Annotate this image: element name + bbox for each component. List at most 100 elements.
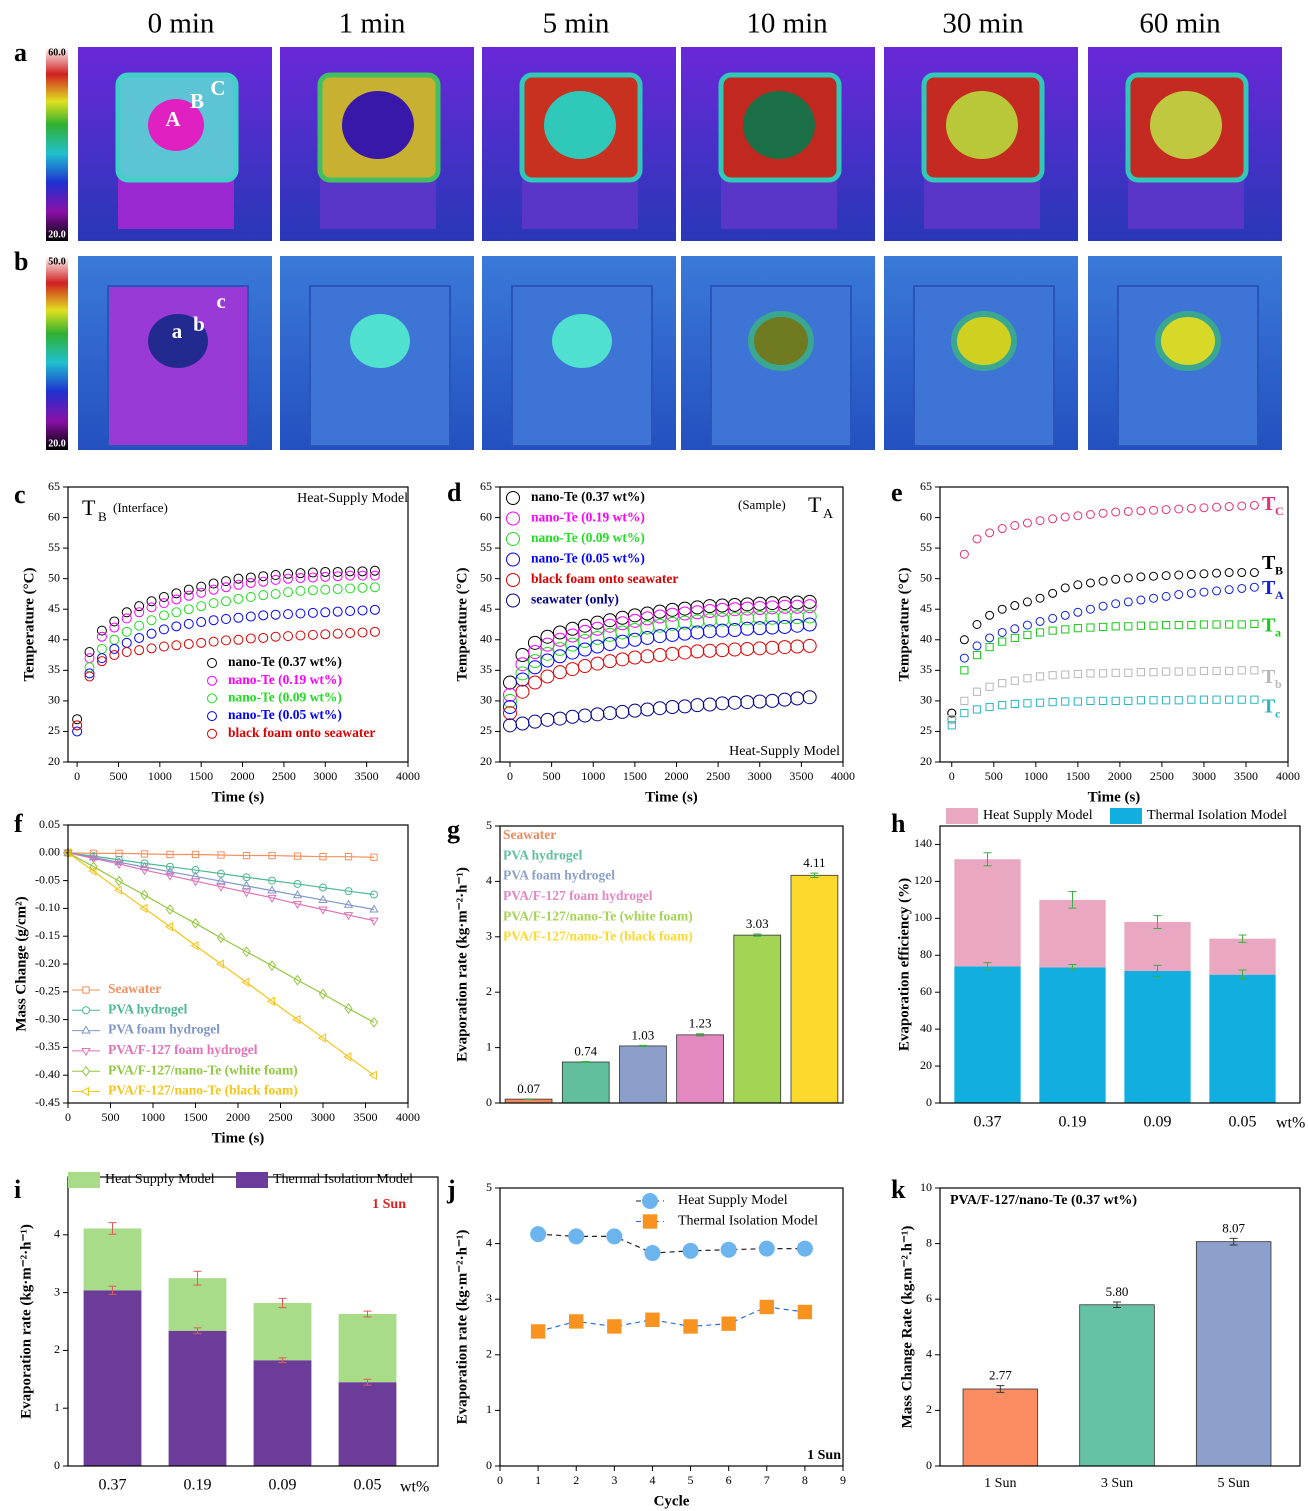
marker xyxy=(1024,700,1031,707)
series-label: T xyxy=(1262,695,1276,717)
marker xyxy=(1036,594,1044,602)
marker xyxy=(1099,602,1107,610)
marker xyxy=(1238,584,1246,592)
marker xyxy=(753,611,766,624)
panel-letter: g xyxy=(447,815,460,844)
marker xyxy=(370,605,379,614)
series-line xyxy=(68,853,374,1023)
value-label: 3.03 xyxy=(746,916,769,931)
series-line xyxy=(68,853,374,895)
marker xyxy=(961,710,968,717)
y-tick-label: -0.10 xyxy=(35,900,60,914)
marker xyxy=(246,578,255,587)
marker xyxy=(753,642,766,655)
marker xyxy=(986,634,994,642)
panel-letter: e xyxy=(891,478,903,507)
x-tick-label: 2500 xyxy=(706,769,730,783)
y-tick-label: 5 xyxy=(486,818,492,832)
marker xyxy=(803,691,816,704)
marker xyxy=(683,1243,699,1259)
marker xyxy=(346,629,355,638)
marker xyxy=(973,621,981,629)
y-axis-label: Evaporation efficiency (%) xyxy=(896,878,912,1051)
marker xyxy=(1062,626,1069,633)
marker xyxy=(1062,671,1069,678)
marker xyxy=(172,641,181,650)
value-label: 1.23 xyxy=(689,1016,712,1031)
bar-segment xyxy=(1124,922,1190,971)
marker xyxy=(541,670,554,683)
y-tick-label: 55 xyxy=(920,540,932,554)
marker xyxy=(616,611,629,624)
marker xyxy=(209,585,218,594)
marker xyxy=(568,1228,584,1244)
x-tick-label: 2000 xyxy=(226,1110,250,1124)
x-tick-label: 3000 xyxy=(311,1110,335,1124)
marker xyxy=(507,533,520,546)
marker xyxy=(1213,569,1221,577)
y-tick-label: 3 xyxy=(486,929,492,943)
marker xyxy=(666,647,679,660)
x-tick-label: 1 Sun xyxy=(984,1476,1016,1491)
marker xyxy=(1087,697,1094,704)
marker xyxy=(1124,574,1132,582)
marker xyxy=(986,644,993,651)
marker xyxy=(1200,667,1207,674)
marker xyxy=(1175,697,1182,704)
y-tick-label: 1 xyxy=(486,1402,492,1416)
marker xyxy=(321,608,330,617)
marker xyxy=(246,593,255,602)
marker xyxy=(998,628,1006,636)
y-tick-label: 0 xyxy=(486,1095,492,1109)
marker xyxy=(122,627,131,636)
marker xyxy=(645,1313,659,1327)
annotation: (Interface) xyxy=(113,500,168,515)
device-center xyxy=(342,91,414,159)
marker xyxy=(82,1088,89,1096)
marker xyxy=(644,1245,660,1261)
y-tick-label: 20 xyxy=(480,754,492,768)
y-tick-label: 8 xyxy=(926,1235,932,1249)
marker xyxy=(741,622,754,635)
marker xyxy=(591,640,604,653)
point-label: c xyxy=(216,289,225,313)
bar-segment xyxy=(254,1360,312,1466)
y-tick-label: 25 xyxy=(48,723,60,737)
series-label: T xyxy=(1262,614,1276,636)
marker xyxy=(259,633,268,642)
marker xyxy=(1238,569,1246,577)
marker xyxy=(1049,515,1057,523)
marker xyxy=(541,630,554,643)
x-tick-label: 4000 xyxy=(396,1110,420,1124)
x-tick-label: 3000 xyxy=(1192,769,1216,783)
y-tick-label: 40 xyxy=(920,1021,932,1035)
marker xyxy=(1213,621,1220,628)
marker xyxy=(1175,668,1182,675)
marker xyxy=(791,619,804,632)
y-tick-label: 30 xyxy=(48,693,60,707)
x-tick-label: 0.37 xyxy=(974,1114,1002,1131)
marker xyxy=(1213,587,1221,595)
bar-segment xyxy=(1209,939,1275,975)
y-tick-label: 0 xyxy=(486,1458,492,1472)
marker xyxy=(370,627,379,636)
legend-label: black foam onto seawater xyxy=(228,725,375,740)
marker xyxy=(1175,591,1183,599)
colorbar-max: 50.0 xyxy=(48,256,66,267)
x-tick-label: 1000 xyxy=(581,769,605,783)
bar-segment xyxy=(1209,975,1275,1103)
y-tick-label: 4 xyxy=(486,873,492,887)
marker xyxy=(333,629,342,638)
marker xyxy=(778,620,791,633)
y-axis-label: Mass Change (g/cm²) xyxy=(13,896,29,1031)
marker xyxy=(1137,697,1144,704)
marker xyxy=(1036,517,1044,525)
y-tick-label: 2 xyxy=(486,1347,492,1361)
marker xyxy=(1124,507,1132,515)
marker xyxy=(222,636,231,645)
y-tick-label: -0.45 xyxy=(35,1095,60,1109)
x-tick-label: 3000 xyxy=(313,769,337,783)
y-tick-label: -0.40 xyxy=(35,1067,60,1081)
marker xyxy=(110,635,119,644)
marker xyxy=(960,654,968,662)
